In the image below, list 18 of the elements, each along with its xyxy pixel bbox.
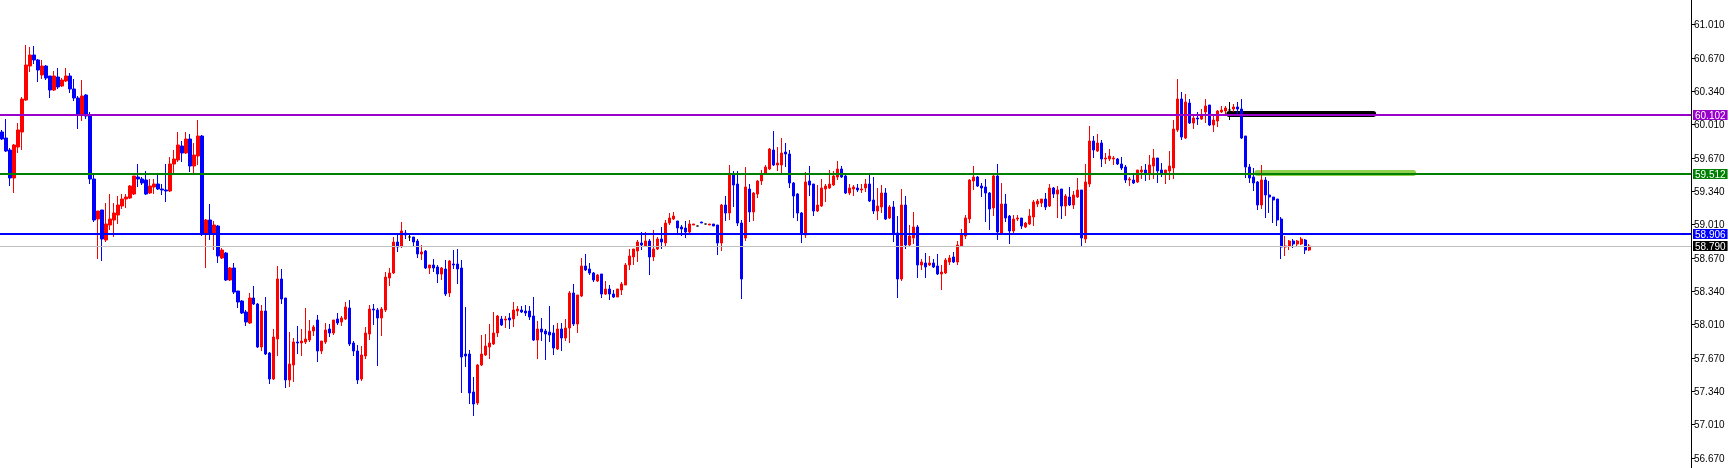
y-tick-label: 59.340 xyxy=(1694,185,1726,197)
y-tick-label: 58.340 xyxy=(1694,285,1726,297)
y-tick-label: 60.670 xyxy=(1694,52,1726,64)
ref-line-label: 58.790 xyxy=(1695,240,1727,252)
y-tick-label: 58.010 xyxy=(1694,318,1726,330)
y-tick-label: 57.670 xyxy=(1694,352,1726,364)
y-tick-label: 57.010 xyxy=(1694,418,1726,430)
y-tick-label: 58.670 xyxy=(1694,252,1726,264)
ref-line-label: 58.906 xyxy=(1695,228,1727,240)
y-tick-label: 61.010 xyxy=(1694,18,1726,30)
y-tick-label: 57.340 xyxy=(1694,385,1726,397)
y-tick-label: 56.670 xyxy=(1694,452,1726,464)
ref-line-label: 60.102 xyxy=(1695,109,1727,121)
y-tick-label: 60.010 xyxy=(1694,118,1726,130)
ref-line-label: 59.512 xyxy=(1695,168,1727,180)
y-tick-label: 59.670 xyxy=(1694,152,1726,164)
y-tick-label: 59.010 xyxy=(1694,218,1726,230)
y-tick-label: 60.340 xyxy=(1694,85,1726,97)
